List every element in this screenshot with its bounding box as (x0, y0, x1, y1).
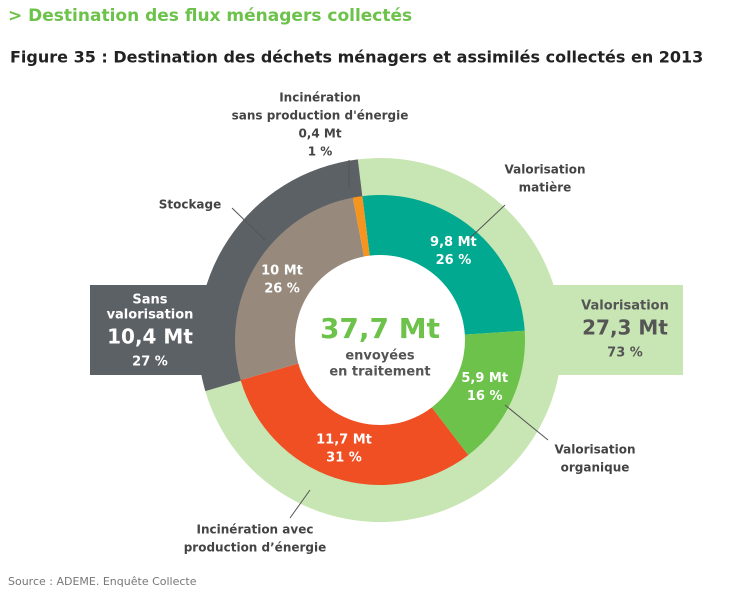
percent-label: 31 % (326, 451, 362, 466)
category-label: organique (561, 461, 630, 475)
category-label: Stockage (159, 198, 222, 212)
group-percent: 27 % (132, 355, 168, 370)
leader (231, 207, 266, 241)
group-arc (198, 159, 363, 392)
category-label: Incinération avec (197, 523, 314, 537)
percent-label: 26 % (264, 281, 300, 296)
segment (240, 363, 469, 485)
segment (362, 195, 525, 335)
group-box (90, 285, 208, 375)
section-title: > Destination des flux ménagers collecté… (8, 6, 412, 26)
group-value: 27,3 Mt (582, 316, 668, 340)
leader (504, 404, 549, 441)
category-label: sans production d'énergie (232, 109, 409, 123)
value-label: 5,9 Mt (461, 371, 508, 386)
center-text: en traitement (329, 365, 430, 380)
group-value: 10,4 Mt (107, 325, 193, 349)
segment (235, 197, 365, 381)
segment (352, 196, 370, 257)
source: Source : ADEME. Enquête Collecte (8, 575, 197, 588)
chart-title: Figure 35 : Destination des déchets ména… (10, 48, 703, 67)
leader (289, 489, 311, 519)
value-label: 11,7 Mt (316, 433, 372, 448)
group-name: Sans (132, 293, 167, 308)
category-label: Incinération (279, 91, 361, 105)
category-label: Valorisation (555, 443, 636, 457)
value-label: 0,4 Mt (298, 127, 341, 141)
group-name: Valorisation (581, 299, 669, 314)
category-label: matière (519, 181, 572, 195)
segment (431, 330, 525, 456)
leader (469, 204, 506, 239)
value-label: 10 Mt (261, 263, 303, 278)
percent-label: 16 % (467, 389, 503, 404)
category-label: Valorisation (505, 163, 586, 177)
percent-label: 26 % (436, 253, 472, 268)
percent-label: 1 % (308, 145, 333, 159)
group-percent: 73 % (607, 346, 643, 361)
value-label: 9,8 Mt (430, 235, 477, 250)
category-label: production d’énergie (184, 541, 327, 555)
center-text: envoyées (345, 349, 415, 364)
group-box (553, 285, 683, 375)
group-name: valorisation (107, 308, 194, 323)
center-value: 37,7 Mt (320, 312, 440, 345)
